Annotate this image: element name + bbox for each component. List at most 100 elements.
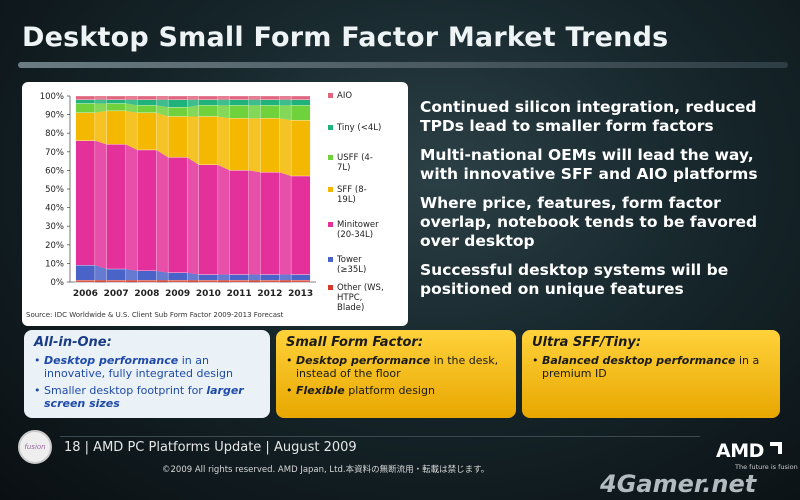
bar-segment-usff bbox=[106, 103, 126, 112]
bar-segment-aio bbox=[260, 95, 280, 100]
aio-item-1-bold: Desktop performance bbox=[44, 354, 179, 367]
series-band-tiny bbox=[125, 99, 138, 106]
amd-arrow-icon bbox=[770, 442, 782, 454]
y-tick-label: 30% bbox=[45, 222, 64, 232]
usff-box: Ultra SFF/Tiny: • Balanced desktop perfo… bbox=[522, 330, 780, 418]
legend-swatch-tower bbox=[328, 257, 333, 262]
series-band-other bbox=[187, 280, 199, 282]
series-band-usff bbox=[125, 103, 138, 113]
series-band-tiny bbox=[94, 99, 107, 104]
y-tick-label: 0% bbox=[51, 278, 65, 288]
legend-label-usff: USFF (4-7L) bbox=[337, 153, 373, 173]
bar-segment-minitower bbox=[229, 170, 249, 275]
legend-label-tiny: Tiny (<4L) bbox=[336, 123, 381, 133]
series-band-sff bbox=[217, 116, 230, 171]
series-band-tiny bbox=[187, 99, 199, 108]
sff-item-1-text: in the desk, instead of the floor bbox=[296, 354, 499, 380]
series-band-tiny bbox=[279, 99, 292, 106]
sff-item-2-text: platform design bbox=[344, 384, 435, 397]
series-band-sff bbox=[279, 118, 292, 176]
bar-segment-other bbox=[260, 279, 280, 283]
series-band-sff bbox=[125, 110, 138, 150]
fusion-logo: fusion bbox=[18, 430, 52, 464]
series-band-aio bbox=[248, 96, 261, 100]
legend-swatch-other bbox=[328, 285, 333, 290]
x-tick-label: 2006 bbox=[73, 289, 98, 299]
y-tick-label: 50% bbox=[45, 185, 64, 195]
bar-segment-aio bbox=[75, 95, 96, 100]
bar-segment-tower bbox=[106, 268, 126, 281]
aio-box-title: All-in-One: bbox=[34, 335, 112, 350]
bar-segment-tiny bbox=[106, 99, 126, 104]
series-band-minitower bbox=[217, 164, 230, 275]
sff-item-2-bold: Flexible bbox=[296, 384, 345, 397]
series-band-usff bbox=[187, 105, 199, 117]
series-band-usff bbox=[248, 105, 261, 119]
series-band-minitower bbox=[94, 140, 107, 269]
bar-segment-tower bbox=[75, 265, 96, 281]
bar-segment-other bbox=[290, 279, 311, 283]
chart-panel: 0% 10% 20% 30% 40% 50% 60% 70% 80% 90% 100% 2006 200… bbox=[22, 82, 408, 326]
bullet-3: Where price, features, form factor overl… bbox=[420, 194, 758, 250]
bar-segment-sff bbox=[137, 112, 157, 151]
bar-segment-usff bbox=[260, 105, 280, 119]
bar-segment-aio bbox=[106, 95, 126, 100]
aio-item-1-text: in an innovative, fully integrated desig… bbox=[44, 354, 233, 380]
bar-segment-tower bbox=[198, 274, 219, 281]
footer-divider bbox=[60, 436, 700, 437]
series-band-tower bbox=[217, 274, 230, 281]
legend-swatch-tiny bbox=[328, 125, 333, 130]
slide-title: Desktop Small Form Factor Market Trends bbox=[22, 22, 669, 53]
aio-item-2: • Smaller desktop footprint for larger s… bbox=[34, 384, 244, 410]
series-band-usff bbox=[94, 103, 107, 113]
y-tick-label: 90% bbox=[45, 111, 64, 121]
bar-segment-tiny bbox=[167, 99, 188, 108]
series-band-other bbox=[94, 280, 107, 282]
bar-segment-tiny bbox=[260, 99, 280, 106]
aio-box: All-in-One: • Desktop performance in an … bbox=[24, 330, 270, 418]
stacked-bar-chart: 0% 10% 20% 30% 40% 50% 60% 70% 80% 90% 100% 2006 200… bbox=[40, 91, 384, 313]
series-band-aio bbox=[94, 96, 107, 100]
series-band-tower bbox=[248, 274, 261, 281]
bar-segment-usff bbox=[137, 105, 157, 113]
bar-segment-minitower bbox=[198, 164, 219, 275]
series-band-aio bbox=[125, 96, 138, 100]
bar-segment-other bbox=[167, 279, 188, 283]
usff-item-1-text: in a premium ID bbox=[542, 354, 760, 380]
legend-swatch-aio bbox=[328, 93, 333, 98]
bullet-2: Multi-national OEMs will lead the way, w… bbox=[420, 146, 758, 183]
bar-segment-tower bbox=[137, 270, 157, 281]
sff-box-title: Small Form Factor: bbox=[286, 335, 424, 350]
y-tick-label: 10% bbox=[45, 259, 64, 269]
aio-item-2-text: Smaller desktop footprint for bbox=[44, 384, 207, 397]
bar-segment-sff bbox=[75, 112, 96, 141]
legend-label-other: Other (WS, HTPC, Blade) bbox=[337, 283, 384, 313]
x-tick-label: 2012 bbox=[257, 289, 282, 299]
series-band-minitower bbox=[125, 144, 138, 271]
x-tick-label: 2010 bbox=[196, 289, 221, 299]
sff-box: Small Form Factor: • Desktop performance… bbox=[276, 330, 516, 418]
bar-segment-sff bbox=[229, 118, 249, 171]
x-tick-label: 2007 bbox=[104, 289, 129, 299]
legend-swatch-minitower bbox=[328, 222, 333, 227]
legend-swatch-usff bbox=[328, 155, 333, 160]
sff-item-1-bold: Desktop performance bbox=[296, 354, 431, 367]
bar-segment-tower bbox=[167, 272, 188, 281]
title-underline bbox=[18, 62, 788, 68]
legend-swatch-sff bbox=[328, 187, 333, 192]
series-band-tower bbox=[279, 274, 292, 281]
bullet-1: Continued silicon integration, reduced T… bbox=[420, 98, 757, 135]
legend-label-sff: SFF (8-19L) bbox=[337, 185, 367, 205]
series-band-tower bbox=[94, 265, 107, 281]
bar-segment-usff bbox=[75, 103, 96, 113]
bar-segment-usff bbox=[198, 105, 219, 117]
series-band-minitower bbox=[279, 172, 292, 275]
bar-segment-sff bbox=[290, 120, 311, 177]
bar-segment-sff bbox=[167, 116, 188, 158]
bar-segment-minitower bbox=[167, 157, 188, 273]
x-tick-label: 2009 bbox=[165, 289, 190, 299]
y-tick-label: 80% bbox=[45, 129, 64, 139]
legend-label-tower: Tower (≥35L) bbox=[336, 255, 366, 275]
series-band-other bbox=[125, 280, 138, 282]
bar-segment-other bbox=[106, 279, 126, 283]
